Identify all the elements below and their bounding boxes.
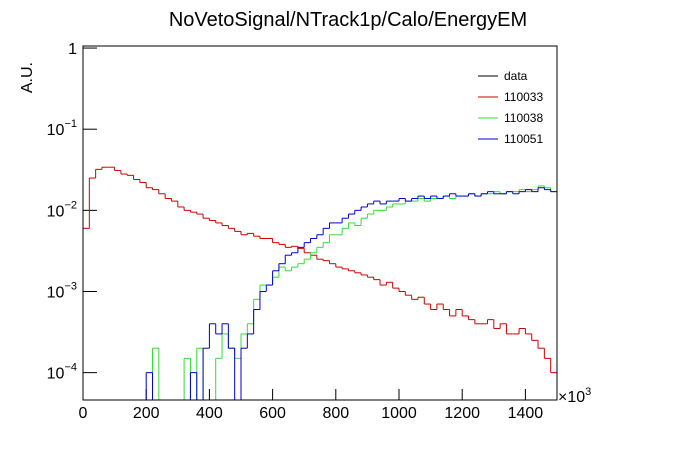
- legend-label: data: [504, 69, 528, 83]
- x-tick-label: 600: [259, 405, 286, 422]
- x-multiplier-base: ×10: [558, 389, 585, 406]
- x-tick-label: 0: [79, 405, 88, 422]
- legend-label: 110038: [504, 111, 543, 125]
- plot-frame: [82, 45, 558, 401]
- x-tick-label: 200: [133, 405, 160, 422]
- plot-area: [83, 166, 557, 400]
- x-tick-label: 1200: [444, 405, 480, 422]
- y-tick-exponent: −1: [64, 118, 77, 130]
- y-tick-base: 10: [47, 366, 65, 383]
- y-tick-label: 10−4: [47, 362, 77, 383]
- y-tick-label: 10−3: [47, 280, 77, 301]
- x-multiplier-exponent: 3: [585, 386, 591, 398]
- x-tick-label: 1400: [508, 405, 544, 422]
- y-tick-base: 10: [47, 203, 65, 220]
- y-tick-exponent: −3: [64, 280, 77, 292]
- y-tick-exponent: −2: [64, 199, 77, 211]
- y-tick-label: 10−2: [47, 199, 77, 220]
- x-tick-label: 400: [196, 405, 223, 422]
- y-tick-label: 10−1: [47, 118, 77, 139]
- chart-title: NoVetoSignal/NTrack1p/Calo/EnergyEM: [169, 9, 527, 31]
- legend-label: 110033: [504, 90, 543, 104]
- y-tick-base: 10: [47, 284, 65, 301]
- y-tick-label: 1: [68, 41, 77, 58]
- x-tick-label: 1000: [381, 405, 417, 422]
- legend-label: 110051: [504, 132, 543, 146]
- y-tick-base: 10: [47, 122, 65, 139]
- y-axis-label: A.U.: [19, 62, 36, 93]
- x-multiplier: ×103: [558, 386, 591, 406]
- x-tick-label: 800: [322, 405, 349, 422]
- y-tick-exponent: −4: [64, 362, 77, 374]
